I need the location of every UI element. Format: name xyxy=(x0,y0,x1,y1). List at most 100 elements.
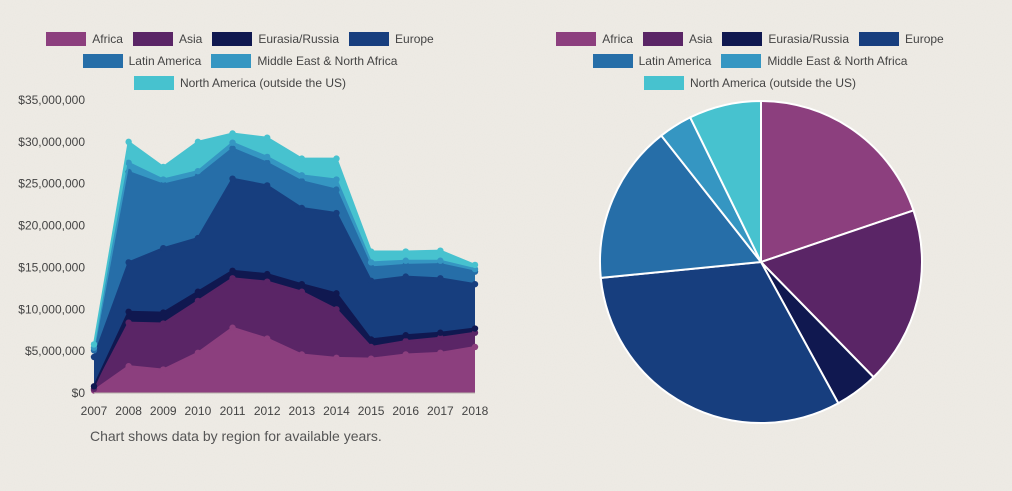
point-north-america-outside-the-us-2014[interactable] xyxy=(333,155,340,162)
point-asia-2012[interactable] xyxy=(263,278,271,285)
pie-slice-north-america-outside-the-us[interactable] xyxy=(688,99,762,263)
point-africa-2009[interactable] xyxy=(160,366,167,373)
point-europe-2014[interactable] xyxy=(333,209,340,217)
pie-slice-latin-america[interactable] xyxy=(599,134,763,279)
point-africa-2010[interactable] xyxy=(194,349,202,357)
pie-slice-asia[interactable] xyxy=(759,209,923,379)
point-latin-america-2009[interactable] xyxy=(160,181,167,188)
point-africa-2008[interactable] xyxy=(125,363,132,370)
point-eurasia-russia-2016[interactable] xyxy=(402,332,409,339)
point-north-america-outside-the-us-2012[interactable] xyxy=(263,134,271,141)
point-north-america-outside-the-us-2010[interactable] xyxy=(194,138,202,146)
legend-item-africa[interactable]: Africa xyxy=(46,30,123,48)
legend-item-eurasia-russia[interactable]: Eurasia/Russia xyxy=(212,30,339,48)
legend-item-latin-america[interactable]: Latin America xyxy=(82,52,201,70)
point-europe-2015[interactable] xyxy=(367,277,375,285)
point-eurasia-russia-2011[interactable] xyxy=(229,267,236,274)
legend-item-middle-east-north-africa[interactable]: Middle East & North Africa xyxy=(211,52,397,70)
point-middle-east-north-africa-2013[interactable] xyxy=(298,172,306,179)
pie-slice-europe[interactable] xyxy=(599,260,840,424)
legend-item-middle-east-north-africa[interactable]: Middle East & North Africa xyxy=(721,52,907,70)
point-eurasia-russia-2017[interactable] xyxy=(437,329,444,336)
point-eurasia-russia-2012[interactable] xyxy=(263,270,271,278)
legend-item-europe[interactable]: Europe xyxy=(349,30,434,48)
point-asia-2013[interactable] xyxy=(298,288,306,295)
point-middle-east-north-africa-2015[interactable] xyxy=(367,259,375,266)
point-africa-2018[interactable] xyxy=(471,343,479,351)
point-asia-2011[interactable] xyxy=(229,275,236,282)
point-africa-2011[interactable] xyxy=(229,324,236,331)
point-middle-east-north-africa-2012[interactable] xyxy=(263,153,271,161)
point-middle-east-north-africa-2014[interactable] xyxy=(333,176,340,183)
point-europe-2007[interactable] xyxy=(90,353,98,361)
area-asia[interactable] xyxy=(94,278,475,391)
legend-item-asia[interactable]: Asia xyxy=(132,30,202,48)
point-africa-2013[interactable] xyxy=(298,351,306,358)
point-africa-2017[interactable] xyxy=(437,349,444,357)
point-middle-east-north-africa-2017[interactable] xyxy=(437,257,444,264)
point-north-america-outside-the-us-2015[interactable] xyxy=(367,248,375,255)
legend-item-latin-america[interactable]: Latin America xyxy=(592,52,711,70)
point-eurasia-russia-2018[interactable] xyxy=(471,325,479,332)
legend-item-europe[interactable]: Europe xyxy=(859,30,944,48)
point-latin-america-2011[interactable] xyxy=(229,145,236,152)
point-latin-america-2013[interactable] xyxy=(298,178,306,185)
point-north-america-outside-the-us-2007[interactable] xyxy=(90,341,98,348)
point-north-america-outside-the-us-2018[interactable] xyxy=(471,261,479,269)
point-europe-2010[interactable] xyxy=(194,234,202,242)
point-europe-2016[interactable] xyxy=(402,273,409,280)
point-europe-2013[interactable] xyxy=(298,204,306,212)
point-eurasia-russia-2008[interactable] xyxy=(125,308,132,315)
area-eurasia-russia[interactable] xyxy=(94,270,475,389)
point-north-america-outside-the-us-2017[interactable] xyxy=(437,247,444,254)
point-europe-2017[interactable] xyxy=(437,275,444,282)
point-europe-2012[interactable] xyxy=(263,182,271,189)
point-middle-east-north-africa-2016[interactable] xyxy=(402,257,409,264)
point-north-america-outside-the-us-2009[interactable] xyxy=(160,163,167,171)
point-north-america-outside-the-us-2016[interactable] xyxy=(402,248,409,255)
pie-slice-africa[interactable] xyxy=(760,99,915,264)
point-asia-2015[interactable] xyxy=(367,343,375,351)
point-eurasia-russia-2014[interactable] xyxy=(333,290,340,297)
point-asia-2017[interactable] xyxy=(437,334,444,341)
legend-item-north-america-outside-the-us[interactable]: North America (outside the US) xyxy=(133,74,346,92)
point-eurasia-russia-2015[interactable] xyxy=(367,336,375,343)
point-middle-east-north-africa-2009[interactable] xyxy=(160,176,167,183)
legend-item-north-america-outside-the-us[interactable]: North America (outside the US) xyxy=(643,74,856,92)
legend-item-eurasia-russia[interactable]: Eurasia/Russia xyxy=(722,30,849,48)
point-latin-america-2014[interactable] xyxy=(333,186,340,193)
point-europe-2018[interactable] xyxy=(471,280,479,288)
point-latin-america-2015[interactable] xyxy=(367,264,375,271)
point-asia-2014[interactable] xyxy=(333,306,340,313)
area-latin-america[interactable] xyxy=(94,148,475,358)
point-eurasia-russia-2010[interactable] xyxy=(194,288,202,295)
point-africa-2014[interactable] xyxy=(333,354,340,362)
point-latin-america-2012[interactable] xyxy=(263,159,271,166)
point-eurasia-russia-2009[interactable] xyxy=(160,309,167,316)
legend-item-asia[interactable]: Asia xyxy=(642,30,712,48)
point-north-america-outside-the-us-2011[interactable] xyxy=(229,130,236,137)
point-africa-2016[interactable] xyxy=(402,351,409,358)
point-asia-2010[interactable] xyxy=(194,297,202,305)
point-europe-2009[interactable] xyxy=(160,244,167,252)
area-africa[interactable] xyxy=(94,327,475,393)
line-north-america-outside-the-us xyxy=(93,132,476,345)
point-africa-2012[interactable] xyxy=(263,335,271,342)
area-north-america-outside-the-us[interactable] xyxy=(94,133,475,348)
point-middle-east-north-africa-2008[interactable] xyxy=(125,159,132,166)
point-europe-2008[interactable] xyxy=(125,259,132,266)
point-north-america-outside-the-us-2008[interactable] xyxy=(125,138,132,146)
point-africa-2015[interactable] xyxy=(367,355,375,362)
legend-item-africa[interactable]: Africa xyxy=(556,30,633,48)
point-asia-2008[interactable] xyxy=(125,319,132,326)
area-europe[interactable] xyxy=(94,178,475,387)
point-middle-east-north-africa-2011[interactable] xyxy=(229,139,236,146)
point-latin-america-2010[interactable] xyxy=(194,172,202,180)
point-eurasia-russia-2007[interactable] xyxy=(90,383,98,390)
point-asia-2009[interactable] xyxy=(160,320,167,327)
point-europe-2011[interactable] xyxy=(229,175,236,182)
point-eurasia-russia-2013[interactable] xyxy=(298,280,306,288)
point-middle-east-north-africa-2010[interactable] xyxy=(194,167,202,175)
point-asia-2016[interactable] xyxy=(402,337,409,345)
point-north-america-outside-the-us-2013[interactable] xyxy=(298,155,306,162)
